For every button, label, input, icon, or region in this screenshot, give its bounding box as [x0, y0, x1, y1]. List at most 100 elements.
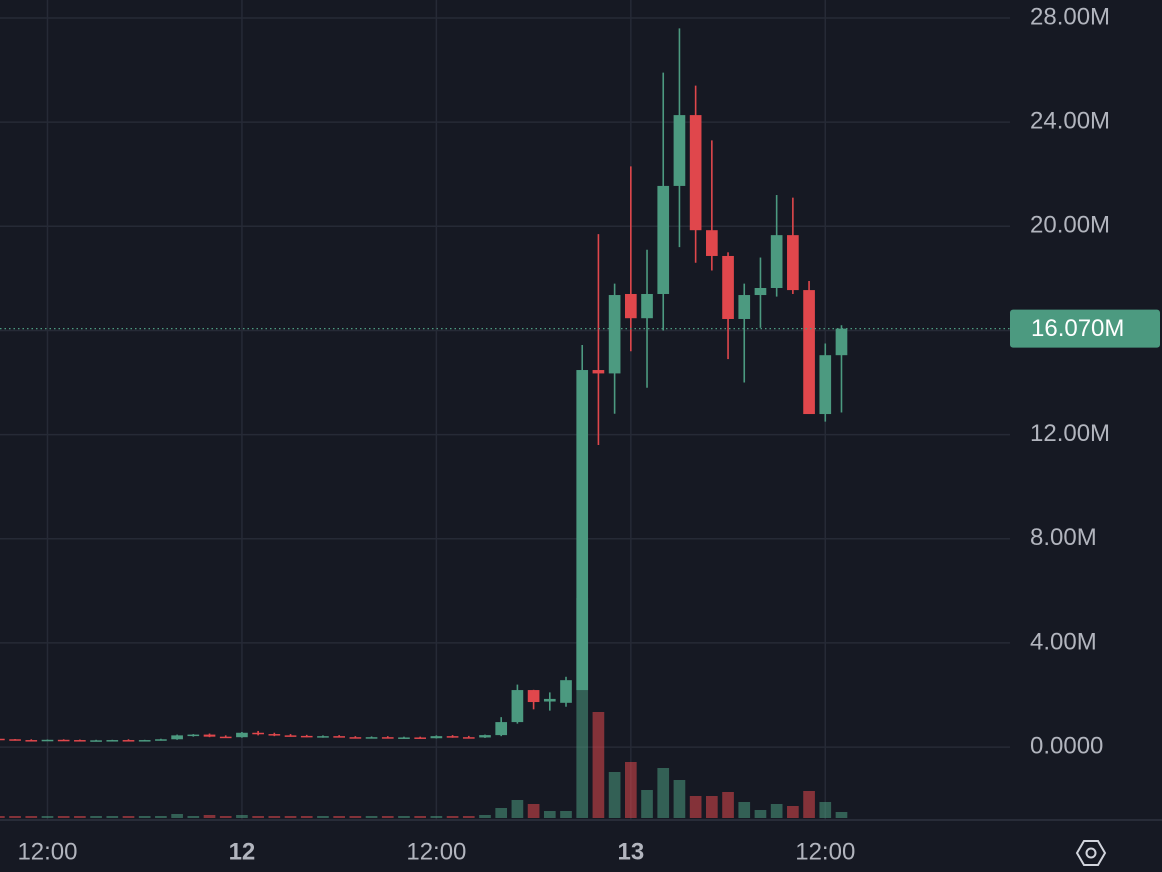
- volume-bar: [0, 816, 5, 818]
- volume-bar: [430, 816, 443, 818]
- volume-bar: [365, 816, 378, 818]
- volume-bar: [300, 816, 313, 818]
- x-tick-label: 12:00: [795, 838, 855, 865]
- candle-body: [657, 185, 670, 294]
- volume-bar: [414, 816, 427, 818]
- grid: [0, 0, 1010, 820]
- last-price-label: 16.070M: [1031, 315, 1124, 342]
- candle-body: [365, 737, 378, 739]
- candle-body: [284, 735, 297, 737]
- candle-body: [268, 734, 281, 736]
- volume-bar: [187, 816, 200, 818]
- candle-body: [706, 230, 718, 256]
- candle-body: [74, 740, 86, 742]
- volume-bar: [203, 815, 216, 818]
- candle-body: [122, 740, 135, 742]
- volume-bar: [754, 810, 767, 818]
- volume-bar: [284, 816, 297, 818]
- candle-body: [673, 115, 686, 186]
- candle-body: [770, 235, 783, 289]
- volume-bar: [122, 816, 135, 818]
- x-tick-label: 13: [617, 838, 644, 865]
- volume-bar: [560, 811, 572, 818]
- candle-body: [349, 737, 362, 739]
- candle-body: [106, 740, 119, 742]
- candle-body: [543, 698, 556, 702]
- candle-body: [0, 738, 5, 741]
- candle-body: [381, 737, 394, 739]
- candle-body: [462, 737, 475, 739]
- candle-body: [138, 740, 151, 742]
- volume-bar: [673, 780, 686, 818]
- volume-pane: [0, 598, 848, 818]
- volume-bar: [608, 772, 621, 818]
- candle-body: [754, 288, 767, 296]
- candle-body: [479, 735, 491, 738]
- volume-bar: [74, 816, 86, 818]
- candle-body: [203, 734, 216, 737]
- y-tick-label: 20.00M: [1030, 212, 1110, 239]
- candle-body: [41, 739, 54, 742]
- candle-body: [9, 739, 21, 741]
- volume-bar: [770, 804, 783, 818]
- candle-body: [317, 736, 329, 738]
- volume-bar: [527, 804, 540, 818]
- volume-bar: [624, 762, 637, 818]
- volume-bar: [349, 816, 362, 818]
- volume-bar: [138, 816, 151, 818]
- settings-button[interactable]: [1075, 840, 1107, 866]
- candle-body: [576, 370, 589, 691]
- candle-body: [430, 736, 443, 739]
- y-tick-label: 24.00M: [1030, 107, 1110, 134]
- volume-bar: [722, 792, 734, 818]
- volume-bar: [738, 802, 751, 818]
- volume-bar: [381, 816, 394, 818]
- candle-body: [333, 736, 345, 738]
- candle-body: [171, 735, 183, 740]
- volume-bar: [317, 816, 329, 818]
- candle-body: [495, 722, 508, 736]
- candle-body: [236, 732, 248, 738]
- volume-bar: [268, 816, 281, 818]
- volume-bar: [41, 816, 54, 818]
- candle-body: [592, 370, 605, 374]
- y-tick-label: 0.0000: [1030, 732, 1103, 759]
- volume-bar: [706, 796, 718, 818]
- volume-bar: [689, 796, 702, 818]
- axes: 0.00004.00M8.00M12.00M16.00M20.00M24.00M…: [17, 3, 1160, 865]
- candles: [0, 28, 1010, 742]
- y-tick-label: 12.00M: [1030, 420, 1110, 447]
- volume-bar: [25, 816, 38, 818]
- candle-body: [641, 293, 653, 319]
- volume-bar: [398, 816, 410, 818]
- volume-bar: [333, 816, 345, 818]
- volume-bar: [495, 808, 508, 818]
- y-tick-label: 8.00M: [1030, 524, 1097, 551]
- candle-body: [300, 735, 313, 738]
- candle-body: [57, 739, 70, 742]
- candle-body: [446, 736, 459, 738]
- candle-body: [398, 737, 410, 739]
- volume-bar: [236, 815, 248, 818]
- volume-bar: [835, 812, 848, 818]
- volume-bar: [511, 800, 524, 818]
- volume-bar: [252, 816, 264, 818]
- volume-bar: [155, 816, 167, 818]
- candle-body: [835, 328, 848, 356]
- y-tick-label: 4.00M: [1030, 628, 1097, 655]
- candle-body: [90, 740, 102, 742]
- volume-bar: [171, 814, 183, 818]
- candle-body: [414, 737, 427, 739]
- candle-body: [819, 355, 832, 415]
- volume-bar: [803, 791, 815, 818]
- x-tick-label: 12:00: [406, 838, 466, 865]
- candle-body: [511, 690, 524, 723]
- candle-body: [787, 235, 799, 291]
- volume-bar: [106, 816, 119, 818]
- y-tick-label: 28.00M: [1030, 3, 1110, 30]
- candle-body: [560, 680, 572, 703]
- volume-bar: [819, 802, 832, 818]
- candle-body: [155, 739, 167, 741]
- volume-bar: [90, 816, 102, 818]
